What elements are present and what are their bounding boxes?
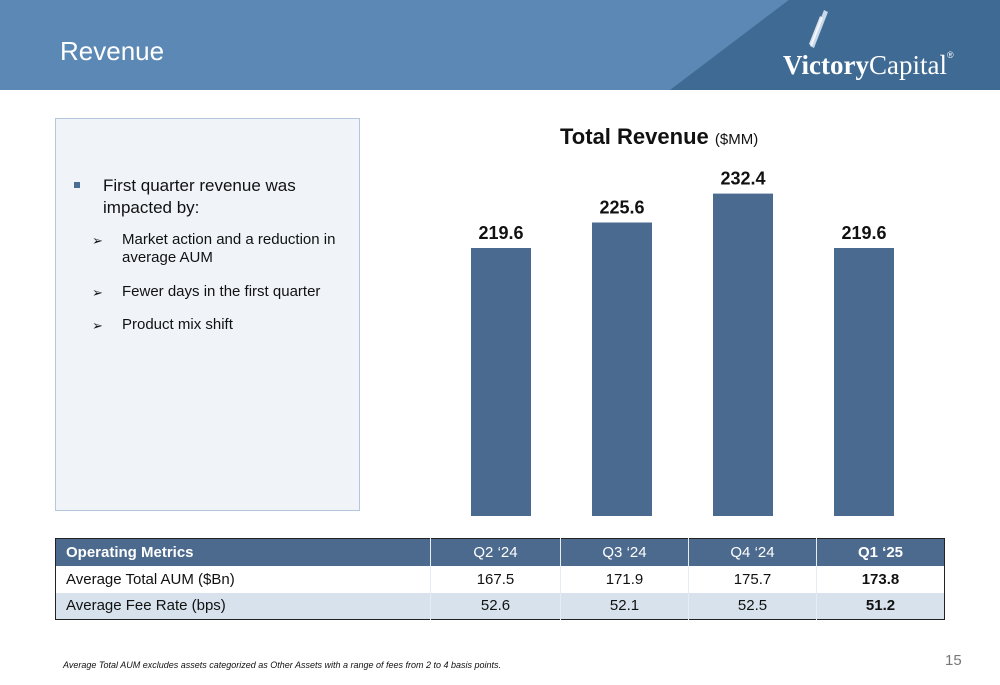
company-logo: VictoryCapital® [783,50,954,81]
arrow-bullet-icon: ➢ [92,233,103,248]
table-cell: Average Total AUM ($Bn) [55,565,431,593]
logo-text-bold: Victory [783,50,869,80]
commentary-panel: First quarter revenue was impacted by: ➢… [55,118,360,511]
revenue-bar [592,222,652,516]
bullet-main-text: First quarter revenue was impacted by: [103,176,296,217]
bar-data-label: 219.6 [841,223,886,243]
revenue-bar [471,248,531,516]
table-header-cell: Operating Metrics [55,538,431,566]
logo-feather-icon [809,10,828,48]
bar-data-label: 232.4 [720,169,765,189]
table-row: Average Fee Rate (bps) 52.6 52.1 52.5 51… [55,592,945,620]
table-cell: 52.5 [688,592,817,620]
table-cell: 173.8 [816,565,945,593]
arrow-bullet-icon: ➢ [92,318,103,333]
table-cell: 171.9 [560,565,689,593]
table-header-cell: Q2 ‘24 [430,538,561,566]
chart-title-text: Total Revenue [560,124,709,149]
table-header-cell: Q4 ‘24 [688,538,817,566]
table-cell: 175.7 [688,565,817,593]
square-bullet-icon [74,182,80,188]
footnote: Average Total AUM excludes assets catego… [63,660,502,670]
table-cell: 167.5 [430,565,561,593]
sub-item-text: Product mix shift [122,316,233,333]
table-cell: 52.6 [430,592,561,620]
sub-item-text: Fewer days in the first quarter [122,283,321,300]
table-row: Average Total AUM ($Bn) 167.5 171.9 175.… [55,565,945,593]
table-cell: Average Fee Rate (bps) [55,592,431,620]
table-cell: 52.1 [560,592,689,620]
logo-registered-mark: ® [946,50,954,60]
chart-title-unit: ($MM) [714,131,759,148]
revenue-bar [834,248,894,516]
sub-item-text: Market action and a reduction in average… [122,231,336,266]
slide-header: Revenue VictoryCapital® [0,0,1000,90]
table-header-cell: Q1 ‘25 [816,538,945,566]
revenue-bar [713,193,773,516]
arrow-bullet-icon: ➢ [92,285,103,300]
page-title: Revenue [60,36,165,66]
table-header-row: Operating Metrics Q2 ‘24 Q3 ‘24 Q4 ‘24 Q… [55,538,945,566]
operating-metrics-table: Operating Metrics Q2 ‘24 Q3 ‘24 Q4 ‘24 Q… [55,538,945,620]
page-number: 15 [945,652,962,669]
table-cell: 51.2 [816,592,945,620]
bar-data-label: 219.6 [478,223,523,243]
table-header-cell: Q3 ‘24 [560,538,689,566]
logo-text-light: Capital [868,50,947,80]
bar-data-label: 225.6 [599,198,644,218]
chart-title: Total Revenue ($MM) [560,124,758,150]
